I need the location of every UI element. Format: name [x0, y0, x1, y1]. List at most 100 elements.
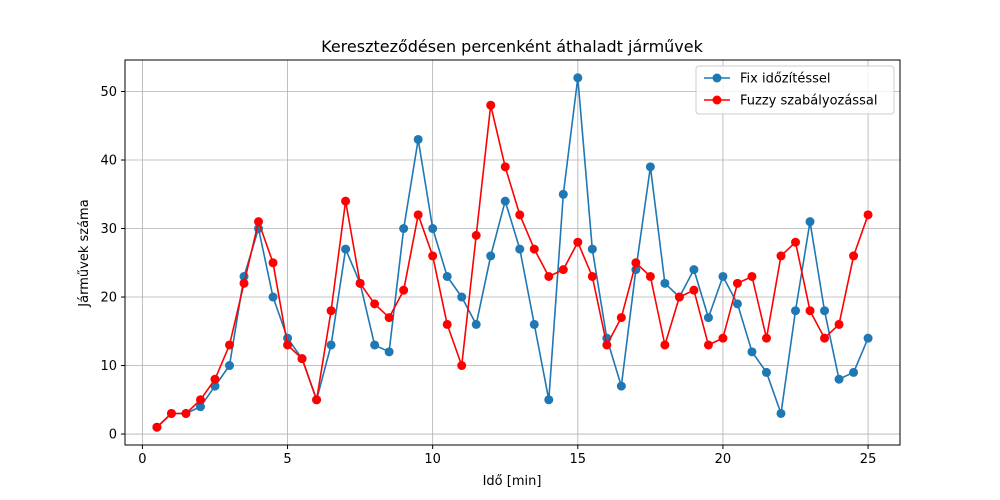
- legend-label-1: Fix időzítéssel: [740, 72, 830, 87]
- series-2-point: [399, 285, 409, 295]
- series-2-point: [674, 292, 684, 302]
- series-2-point: [268, 258, 278, 268]
- series-2-point: [355, 278, 365, 288]
- series-2-point: [573, 237, 583, 247]
- series-1-point: [587, 244, 597, 254]
- series-2-point: [529, 244, 539, 254]
- series-1-point: [529, 319, 539, 329]
- series-2-point: [515, 210, 525, 220]
- series-2-point: [413, 210, 423, 220]
- legend-box: [695, 65, 895, 115]
- y-tick-label: 10: [100, 359, 117, 374]
- series-1-point: [645, 162, 655, 172]
- series-2-point: [239, 278, 249, 288]
- series-1-point: [428, 224, 438, 234]
- series-2-point: [747, 271, 757, 281]
- series-2: [152, 100, 873, 432]
- series-2-point: [341, 196, 351, 206]
- series-2-point: [791, 237, 801, 247]
- series-1-point: [399, 224, 409, 234]
- series-2-point: [703, 340, 713, 350]
- y-axis-ticks: 0 10 20 30 40 50: [100, 85, 125, 443]
- series-1: [152, 73, 873, 432]
- series-2-point: [326, 306, 336, 316]
- series-2-point: [776, 251, 786, 261]
- series-1-point: [326, 340, 336, 350]
- x-axis-ticks: 0 5 10 15 20 25: [138, 445, 876, 467]
- series-2-point: [820, 333, 830, 343]
- series-2-point: [283, 340, 293, 350]
- series-2-point: [645, 271, 655, 281]
- y-tick-label: 20: [100, 291, 117, 306]
- y-tick-label: 0: [109, 428, 117, 443]
- series-1-point: [747, 347, 757, 357]
- series-1-point: [703, 313, 713, 323]
- x-tick-label: 5: [283, 452, 291, 467]
- series-2-point: [442, 319, 452, 329]
- series-2-point: [558, 265, 568, 275]
- series-2-point: [384, 313, 394, 323]
- x-tick-label: 0: [138, 452, 146, 467]
- series-1-point: [471, 319, 481, 329]
- series-2-point: [254, 217, 264, 227]
- legend: Fix időzítéssel Fuzzy szabályozással: [695, 65, 895, 115]
- series-2-point: [544, 271, 554, 281]
- series-2-point: [486, 100, 496, 110]
- series-1-point: [457, 292, 467, 302]
- series-1-point: [195, 402, 205, 412]
- series-2-point: [195, 395, 205, 405]
- x-tick-label: 15: [570, 452, 587, 467]
- series-1-point: [558, 189, 568, 199]
- legend-marker-2: [712, 95, 722, 105]
- series-1-line: [156, 77, 869, 428]
- series-1-point: [442, 271, 452, 281]
- y-tick-label: 50: [100, 85, 117, 100]
- series-2-point: [181, 408, 191, 418]
- series-1-point: [341, 244, 351, 254]
- series-2-point: [587, 271, 597, 281]
- series-2-point: [370, 299, 380, 309]
- series-1-point: [224, 361, 234, 371]
- x-axis-label: Idő [min]: [483, 474, 542, 489]
- series-1-point: [718, 271, 728, 281]
- series-2-point: [616, 313, 626, 323]
- series-1-point: [820, 306, 830, 316]
- series-layer: [152, 73, 873, 432]
- series-2-point: [863, 210, 873, 220]
- y-tick-label: 40: [100, 154, 117, 169]
- series-1-point: [849, 367, 859, 377]
- series-2-point: [718, 333, 728, 343]
- series-2-point: [152, 422, 162, 432]
- series-1-point: [689, 265, 699, 275]
- series-1-point: [370, 340, 380, 350]
- series-1-point: [210, 381, 220, 391]
- series-2-point: [471, 230, 481, 240]
- series-2-point: [834, 319, 844, 329]
- series-1-point: [486, 251, 496, 261]
- series-2-point: [500, 162, 510, 172]
- series-2-point: [297, 354, 307, 364]
- x-tick-label: 20: [715, 452, 732, 467]
- chart-title: Kereszteződésen percenként áthaladt járm…: [321, 37, 703, 56]
- series-1-point: [384, 347, 394, 357]
- series-2-point: [210, 374, 220, 384]
- series-2-point: [631, 258, 641, 268]
- x-tick-label: 25: [860, 452, 877, 467]
- series-1-point: [573, 73, 583, 83]
- series-2-point: [224, 340, 234, 350]
- legend-label-2: Fuzzy szabályozással: [740, 94, 877, 109]
- legend-marker-1: [712, 73, 722, 83]
- series-1-point: [660, 278, 670, 288]
- series-2-point: [660, 340, 670, 350]
- series-1-point: [834, 374, 844, 384]
- series-2-point: [761, 333, 771, 343]
- series-1-point: [544, 395, 554, 405]
- plot-area-frame: [124, 59, 901, 446]
- series-1-point: [761, 367, 771, 377]
- series-2-point: [805, 306, 815, 316]
- series-1-point: [732, 299, 742, 309]
- series-2-point: [457, 361, 467, 371]
- series-2-point: [689, 285, 699, 295]
- series-1-point: [863, 333, 873, 343]
